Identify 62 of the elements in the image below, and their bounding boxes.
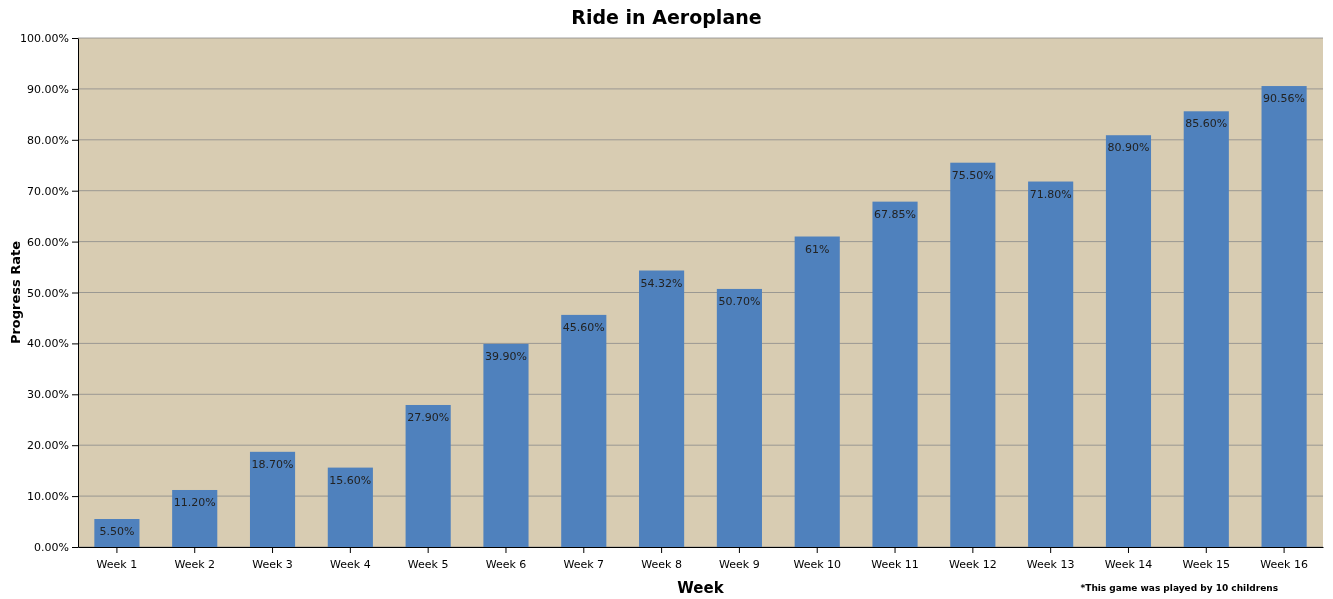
bar xyxy=(1028,181,1074,547)
data-label: 61% xyxy=(804,242,830,256)
bar xyxy=(327,467,373,547)
data-label: 80.90% xyxy=(1107,141,1150,155)
x-tick-label: Week 6 xyxy=(485,558,527,572)
y-tick-label: 0.00% xyxy=(34,541,69,555)
chart-title: Ride in Aeroplane xyxy=(571,6,762,28)
y-tick-label: 100.00% xyxy=(20,32,69,46)
data-label: 45.60% xyxy=(562,320,605,334)
bar xyxy=(1183,111,1229,547)
bar xyxy=(249,451,296,547)
bar xyxy=(483,343,529,547)
data-label: 39.90% xyxy=(484,349,527,363)
data-label: 54.32% xyxy=(640,276,683,290)
bar xyxy=(872,201,918,547)
x-tick-label: Week 13 xyxy=(1026,558,1075,572)
text: *This game was played by 10 childrens xyxy=(1080,583,1278,593)
data-label: 15.60% xyxy=(329,473,372,487)
y-tick-label: 90.00% xyxy=(27,82,69,96)
y-tick-label: 80.00% xyxy=(27,133,69,147)
x-tick-label: Week 3 xyxy=(252,558,293,572)
bar xyxy=(172,489,218,547)
y-tick-label: 40.00% xyxy=(27,337,69,351)
y-tick-label: 50.00% xyxy=(27,286,69,300)
y-tick-label: 30.00% xyxy=(27,388,69,402)
data-label: 18.70% xyxy=(251,457,294,471)
x-tick-label: Week 2 xyxy=(174,558,216,572)
y-tick-label: 20.00% xyxy=(27,439,69,453)
x-tick-label: Week 5 xyxy=(407,558,449,572)
data-label: 85.60% xyxy=(1185,117,1228,131)
x-tick-label: Week 12 xyxy=(949,558,997,572)
data-label: 71.80% xyxy=(1029,187,1072,201)
data-label: 67.85% xyxy=(874,207,917,221)
bar xyxy=(1105,135,1152,547)
bar xyxy=(794,236,840,547)
x-axis-title: Week xyxy=(677,579,725,597)
x-tick-label: Week 1 xyxy=(96,558,138,572)
x-tick-label: Week 8 xyxy=(641,558,682,572)
bar xyxy=(1261,86,1307,547)
x-tick-label: Week 10 xyxy=(793,558,842,572)
data-label: 90.56% xyxy=(1263,92,1306,106)
x-tick-label: Week 7 xyxy=(563,558,605,572)
x-tick-label: Week 9 xyxy=(719,558,760,572)
x-tick-label: Week 15 xyxy=(1182,558,1231,572)
data-label: 5.50% xyxy=(99,525,135,539)
y-tick-label: 70.00% xyxy=(27,184,69,198)
bar xyxy=(405,404,451,547)
data-label: 27.90% xyxy=(407,410,450,424)
data-label: 11.20% xyxy=(173,495,216,509)
data-label: 75.50% xyxy=(951,168,994,182)
y-tick-label: 60.00% xyxy=(27,235,69,249)
x-tick-label: Week 16 xyxy=(1260,558,1308,572)
data-label: 50.70% xyxy=(718,294,761,308)
x-tick-label: Week 14 xyxy=(1104,558,1153,572)
x-tick-label: Week 11 xyxy=(871,558,919,572)
bar xyxy=(950,162,996,547)
bar xyxy=(639,270,685,547)
bar xyxy=(716,288,762,547)
x-tick-label: Week 4 xyxy=(330,558,371,572)
y-axis-title: Progress Rate xyxy=(8,240,23,345)
bar xyxy=(561,314,607,547)
y-tick-label: 10.00% xyxy=(27,490,69,504)
